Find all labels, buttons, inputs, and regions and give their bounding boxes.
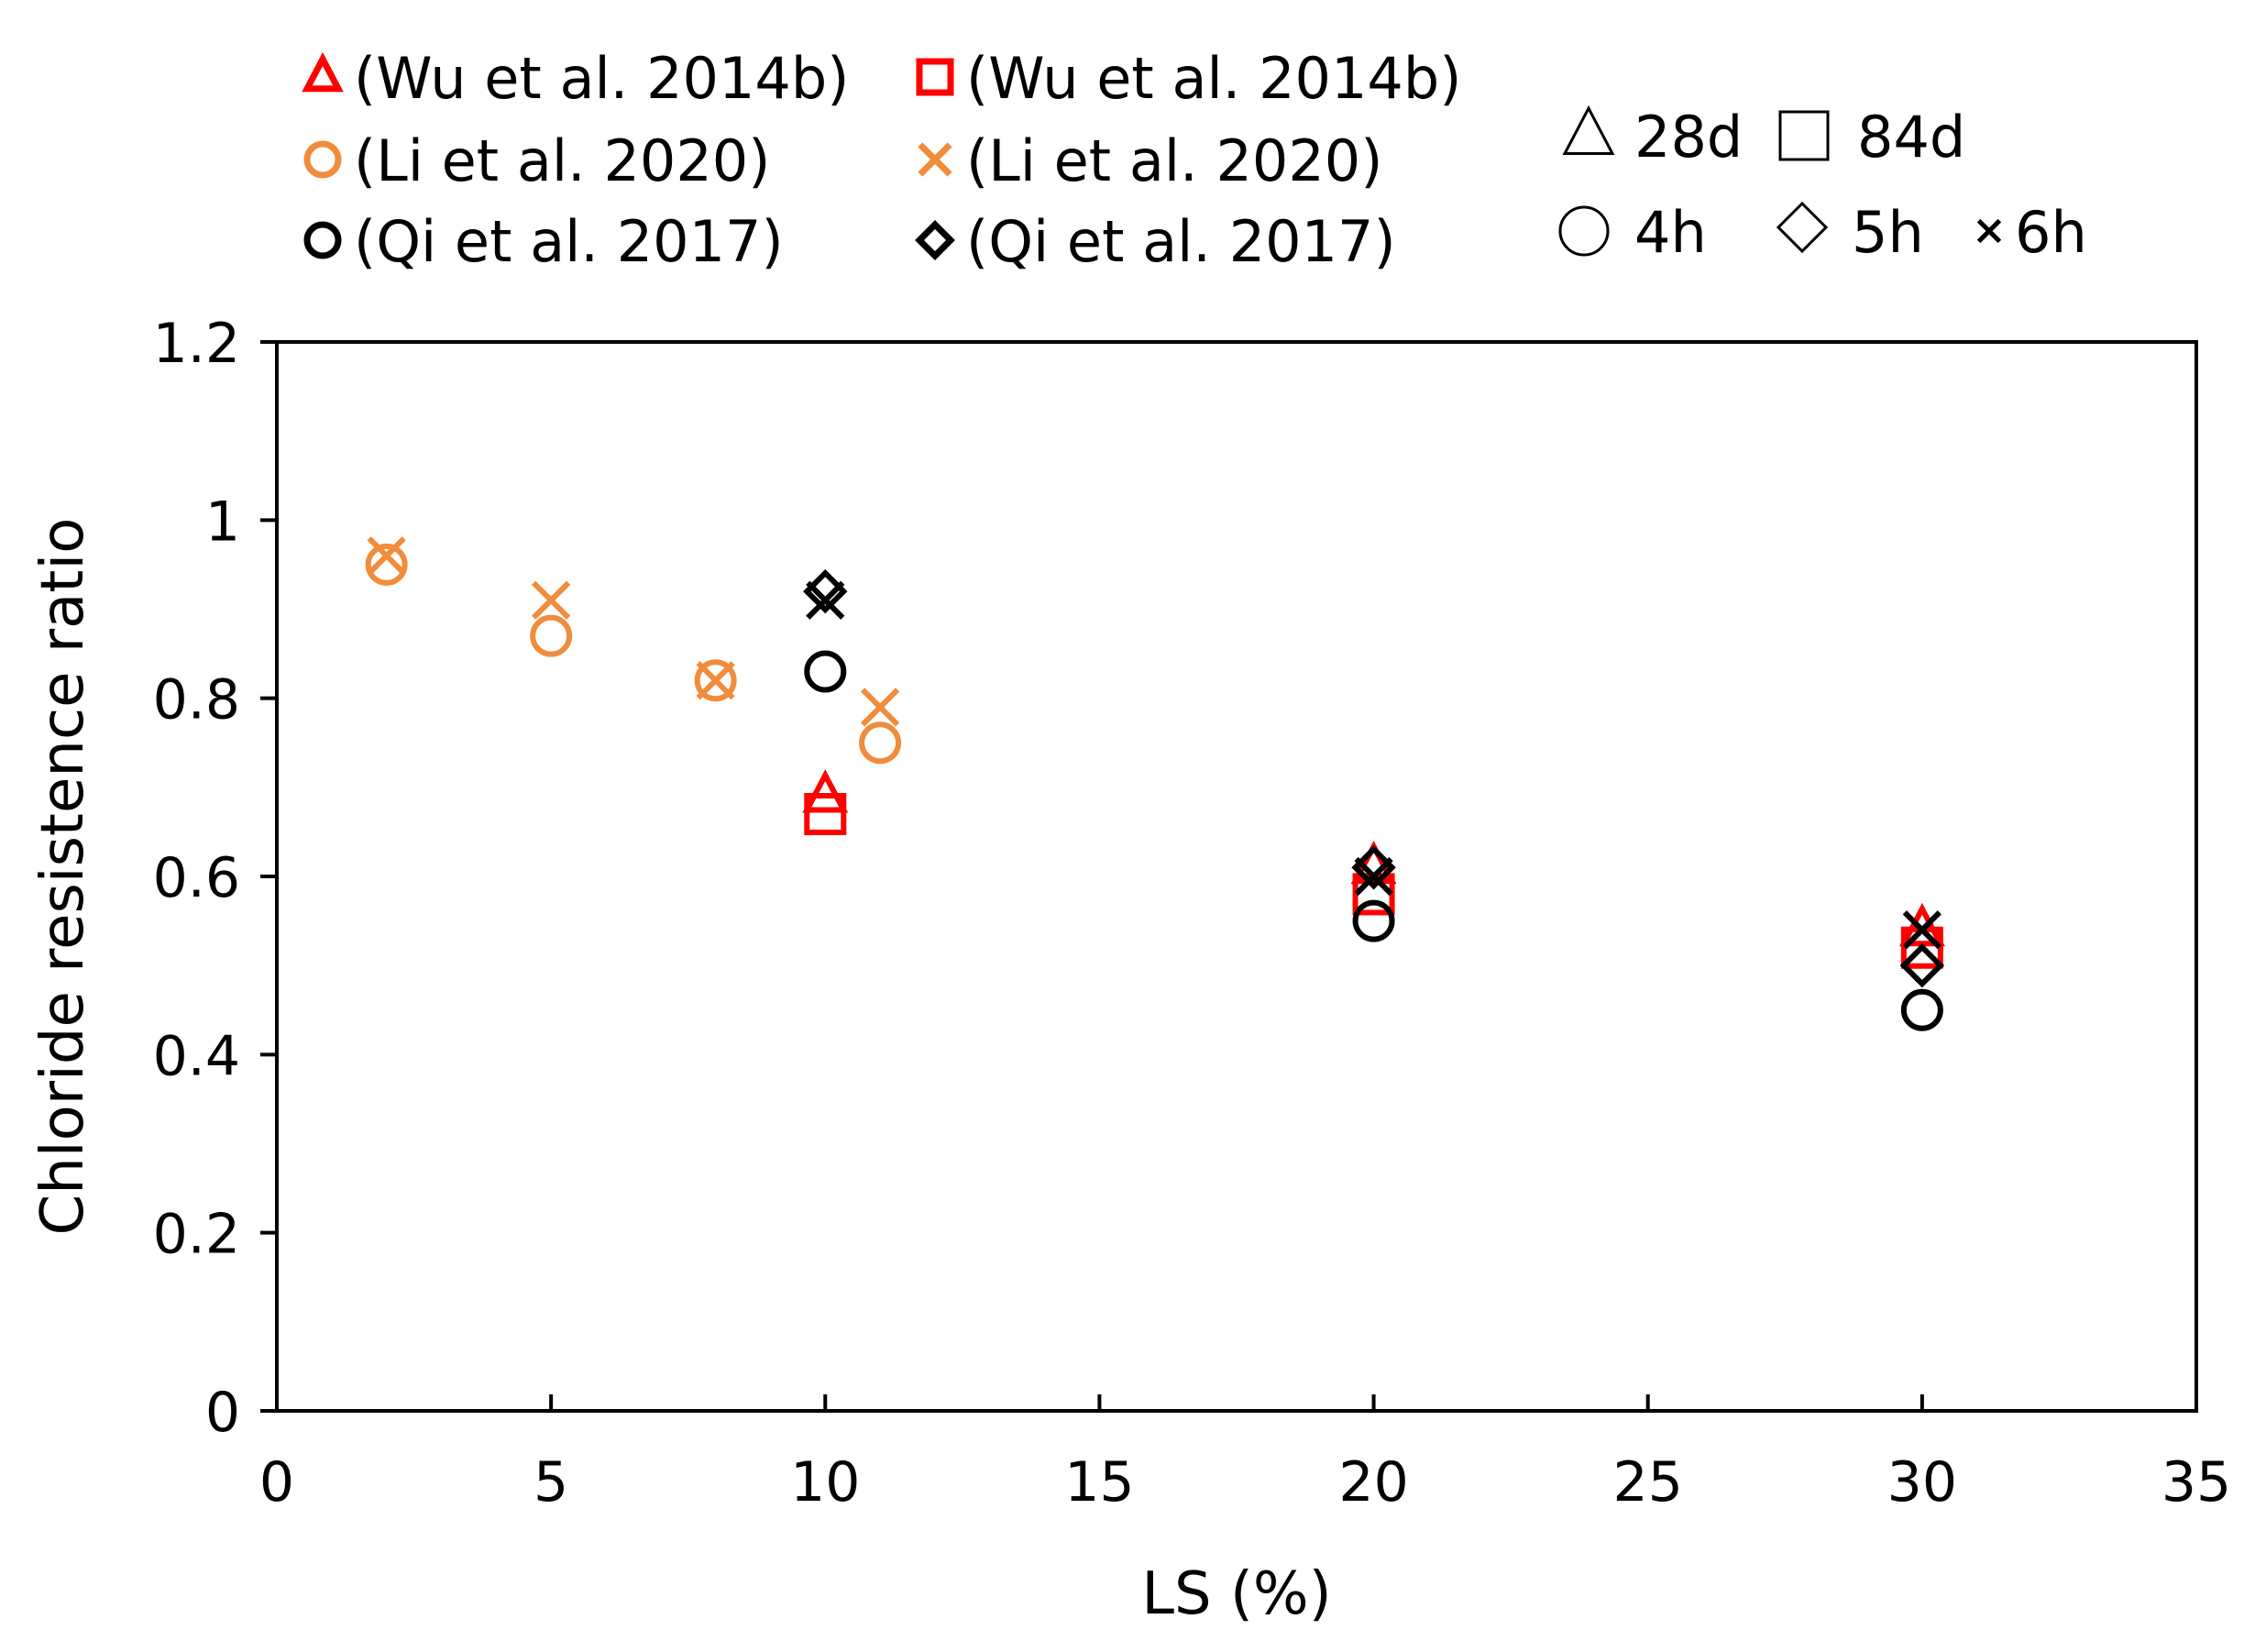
x-tick-label: 30 — [1887, 1450, 1957, 1514]
y-tick-label: 0.6 — [153, 846, 240, 910]
x-axis: 0 5 10 15 20 25 30 35 — [259, 1394, 2231, 1514]
marker-key-entry: 5h — [1776, 199, 1924, 266]
marker-key-symbol-triangle — [1562, 105, 1615, 155]
legend: (Wu et al. 2014b) (Li et al. 2020) (Qi et … — [302, 45, 1461, 275]
legend-label: (Li et al. 2020) — [966, 127, 1382, 194]
data-point-circle — [365, 543, 408, 586]
data-point-x — [806, 580, 845, 620]
legend-label: (Qi et al. 2017) — [966, 208, 1396, 275]
legend-label: (Wu et al. 2014b) — [966, 45, 1461, 112]
x-tick-label: 20 — [1338, 1450, 1408, 1514]
marker-key-symbol-circle — [1558, 205, 1610, 257]
x-tick-label: 10 — [790, 1450, 860, 1514]
data-point-x — [367, 536, 406, 576]
data-point-circle — [804, 650, 847, 693]
data-point-x — [532, 580, 571, 620]
y-tick-label: 0.4 — [153, 1024, 240, 1088]
marker-key-label: 84d — [1857, 104, 1965, 171]
x-tick-label: 15 — [1064, 1450, 1134, 1514]
data-point-x — [1902, 910, 1942, 950]
data-point-circle — [1900, 988, 1943, 1031]
marker-key-label: 28d — [1634, 104, 1743, 171]
legend-entry: (Li et al. 2020) — [918, 127, 1382, 194]
legend-label: (Qi et al. 2017) — [354, 208, 784, 275]
marker-key: 28d 84d 4h 5h 6h — [1558, 104, 2087, 266]
data-point-triangle — [802, 769, 849, 813]
marker-key-symbol-x — [1976, 218, 2002, 244]
x-tick-label: 25 — [1613, 1450, 1683, 1514]
legend-marker-triangle — [302, 51, 344, 93]
y-tick-label: 1.2 — [153, 312, 240, 376]
data-point-circle — [694, 659, 737, 702]
data-point-circle — [530, 614, 573, 657]
legend-entry: (Li et al. 2020) — [303, 127, 770, 194]
marker-key-entry: 28d — [1562, 104, 1743, 171]
marker-key-entry: 84d — [1778, 104, 1965, 171]
y-tick-label: 0.2 — [153, 1203, 240, 1267]
data-point-x — [1354, 856, 1393, 897]
x-tick-label: 5 — [534, 1450, 568, 1514]
data-point-circle — [1352, 899, 1395, 942]
data-point-x — [860, 688, 900, 727]
marker-key-symbol-square — [1778, 110, 1830, 161]
y-axis: 0 0.2 0.4 0.6 0.8 1 1.2 — [153, 312, 277, 1445]
legend-entry: (Qi et al. 2017) — [303, 208, 784, 275]
legend-entry: (Wu et al. 2014b) — [302, 45, 849, 112]
data-point-square — [804, 792, 847, 835]
marker-key-label: 4h — [1634, 199, 1707, 266]
legend-label: (Li et al. 2020) — [354, 127, 770, 194]
data-points — [365, 536, 1945, 1031]
y-tick-label: 0.8 — [153, 668, 240, 732]
marker-key-entry: 6h — [1976, 199, 2087, 266]
legend-marker-diamond — [915, 220, 955, 260]
legend-marker-circle — [303, 140, 342, 179]
legend-marker-square — [916, 58, 954, 96]
y-tick-label: 1 — [205, 490, 240, 554]
plot-frame — [275, 340, 2198, 1413]
marker-key-entry: 4h — [1558, 199, 1707, 266]
y-tick-label: 0 — [205, 1381, 240, 1445]
data-point-diamond — [1899, 942, 1945, 988]
marker-key-label: 5h — [1852, 199, 1924, 266]
data-point-circle — [859, 721, 902, 765]
legend-entry: (Qi et al. 2017) — [915, 208, 1396, 275]
x-tick-label: 35 — [2162, 1450, 2231, 1514]
legend-marker-x — [918, 142, 952, 177]
marker-key-label: 6h — [2015, 199, 2087, 266]
marker-key-symbol-diamond — [1776, 201, 1829, 254]
legend-entry: (Wu et al. 2014b) — [916, 45, 1461, 112]
legend-marker-circle — [303, 221, 342, 259]
x-tick-label: 0 — [259, 1450, 294, 1514]
data-point-diamond — [803, 568, 848, 614]
y-axis-label: Chloride resistence ratio — [29, 518, 97, 1236]
legend-label: (Wu et al. 2014b) — [354, 45, 849, 112]
data-point-x — [696, 661, 735, 700]
x-axis-label: LS (%) — [1141, 1560, 1331, 1628]
